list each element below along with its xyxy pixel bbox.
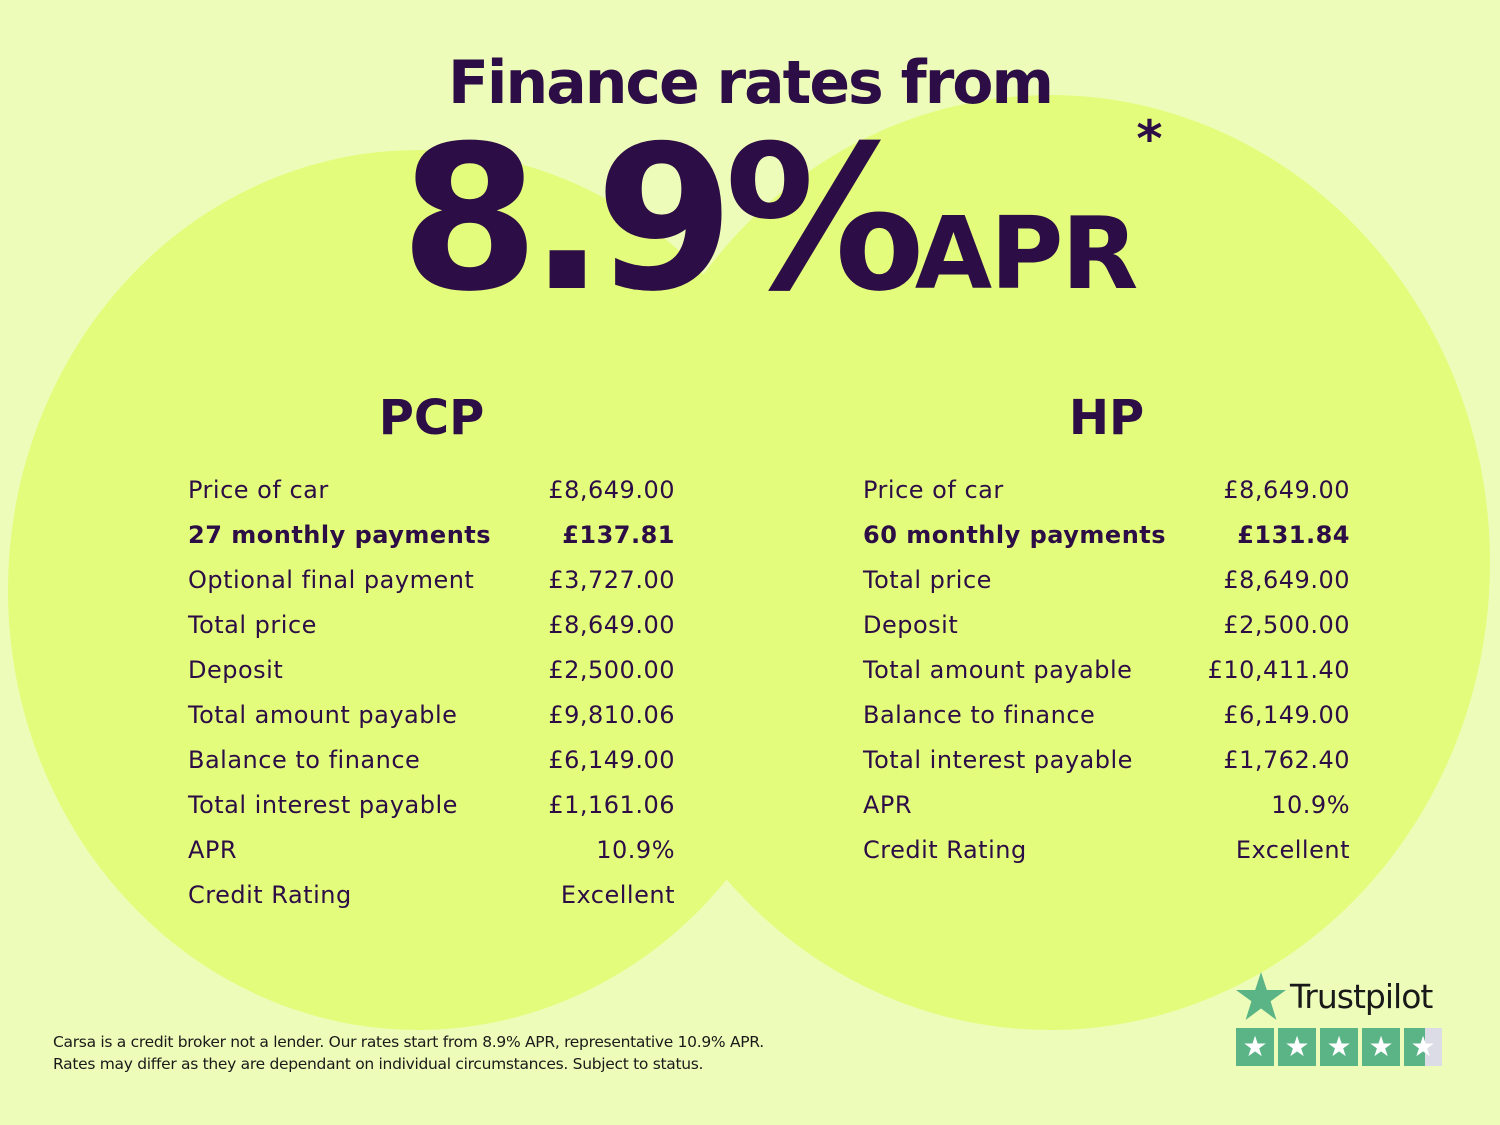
row-label: Price of car [188,476,329,504]
table-row: Deposit £2,500.00 [863,603,1350,648]
row-value: £8,649.00 [548,611,675,639]
row-label: Price of car [863,476,1004,504]
row-label: Balance to finance [863,701,1096,729]
star-icon: ★ [1278,1028,1316,1066]
table-row: APR 10.9% [188,828,675,873]
row-label: APR [188,836,238,864]
row-label: Total amount payable [863,656,1133,684]
headline: Finance rates from [447,48,1054,118]
table-row: Price of car £8,649.00 [863,468,1350,513]
rate-value: 8.9% [400,103,925,336]
trustpilot-badge: Trustpilot ★ ★ ★ ★ ★ [1236,972,1442,1066]
table-row: Balance to finance £6,149.00 [863,693,1350,738]
table-row: Total amount payable £10,411.40 [863,648,1350,693]
star-icon: ★ [1236,1028,1274,1066]
rate-display: 8.9%APR* [400,110,1163,320]
table-row: APR 10.9% [863,783,1350,828]
pcp-table: PCP Price of car £8,649.00 27 monthly paym… [188,390,675,918]
row-value: £8,649.00 [1223,476,1350,504]
table-row: Total price £8,649.00 [863,558,1350,603]
row-label: Credit Rating [863,836,1027,864]
table-row: 27 monthly payments £137.81 [188,513,675,558]
row-value: Excellent [1235,836,1350,864]
row-label: 60 monthly payments [863,521,1167,549]
row-label: Balance to finance [188,746,421,774]
table-row: Optional final payment £3,727.00 [188,558,675,603]
table-row: Total interest payable £1,762.40 [863,738,1350,783]
disclaimer-line: Carsa is a credit broker not a lender. O… [53,1033,764,1051]
star-icon: ★ [1320,1028,1358,1066]
row-value: £6,149.00 [1223,701,1350,729]
row-label: Deposit [188,656,284,684]
trustpilot-label: Trustpilot [1290,976,1433,1016]
row-label: APR [863,791,913,819]
rate-suffix: APR [914,195,1139,312]
row-label: Total interest payable [188,791,458,819]
star-icon: ★ [1362,1028,1400,1066]
row-value: £1,161.06 [548,791,675,819]
row-value: £8,649.00 [1223,566,1350,594]
table-row: Deposit £2,500.00 [188,648,675,693]
pcp-title: PCP [378,390,485,446]
row-value: £10,411.40 [1207,656,1350,684]
disclaimer: Carsa is a credit broker not a lender. O… [53,1031,764,1075]
row-value: £2,500.00 [1223,611,1350,639]
table-row: Total interest payable £1,161.06 [188,783,675,828]
table-row: Total amount payable £9,810.06 [188,693,675,738]
row-label: Total amount payable [188,701,458,729]
row-value: 10.9% [596,836,675,864]
trustpilot-rating: ★ ★ ★ ★ ★ [1236,1028,1442,1066]
row-label: Total price [188,611,317,639]
row-value: £3,727.00 [548,566,675,594]
row-value: £2,500.00 [548,656,675,684]
trustpilot-star-icon [1236,972,1286,1020]
row-label: Credit Rating [188,881,352,909]
table-row: Total price £8,649.00 [188,603,675,648]
row-value: £137.81 [562,521,675,549]
row-value: £1,762.40 [1223,746,1350,774]
table-row: 60 monthly payments £131.84 [863,513,1350,558]
row-value: £6,149.00 [548,746,675,774]
table-row: Balance to finance £6,149.00 [188,738,675,783]
hp-table: HP Price of car £8,649.00 60 monthly payme… [863,390,1350,873]
table-row: Credit Rating Excellent [863,828,1350,873]
row-value: £9,810.06 [548,701,675,729]
row-label: 27 monthly payments [188,521,492,549]
row-value: £131.84 [1237,521,1350,549]
table-row: Credit Rating Excellent [188,873,675,918]
row-value: Excellent [560,881,675,909]
background-circle-right [610,95,1490,1030]
asterisk: * [1136,110,1163,168]
row-label: Optional final payment [188,566,475,594]
row-label: Total price [863,566,992,594]
star-icon: ★ [1404,1028,1442,1066]
row-label: Total interest payable [863,746,1133,774]
hp-title: HP [1068,390,1145,446]
row-value: 10.9% [1271,791,1350,819]
row-label: Deposit [863,611,959,639]
disclaimer-line: Rates may differ as they are dependant o… [53,1055,704,1073]
row-value: £8,649.00 [548,476,675,504]
table-row: Price of car £8,649.00 [188,468,675,513]
